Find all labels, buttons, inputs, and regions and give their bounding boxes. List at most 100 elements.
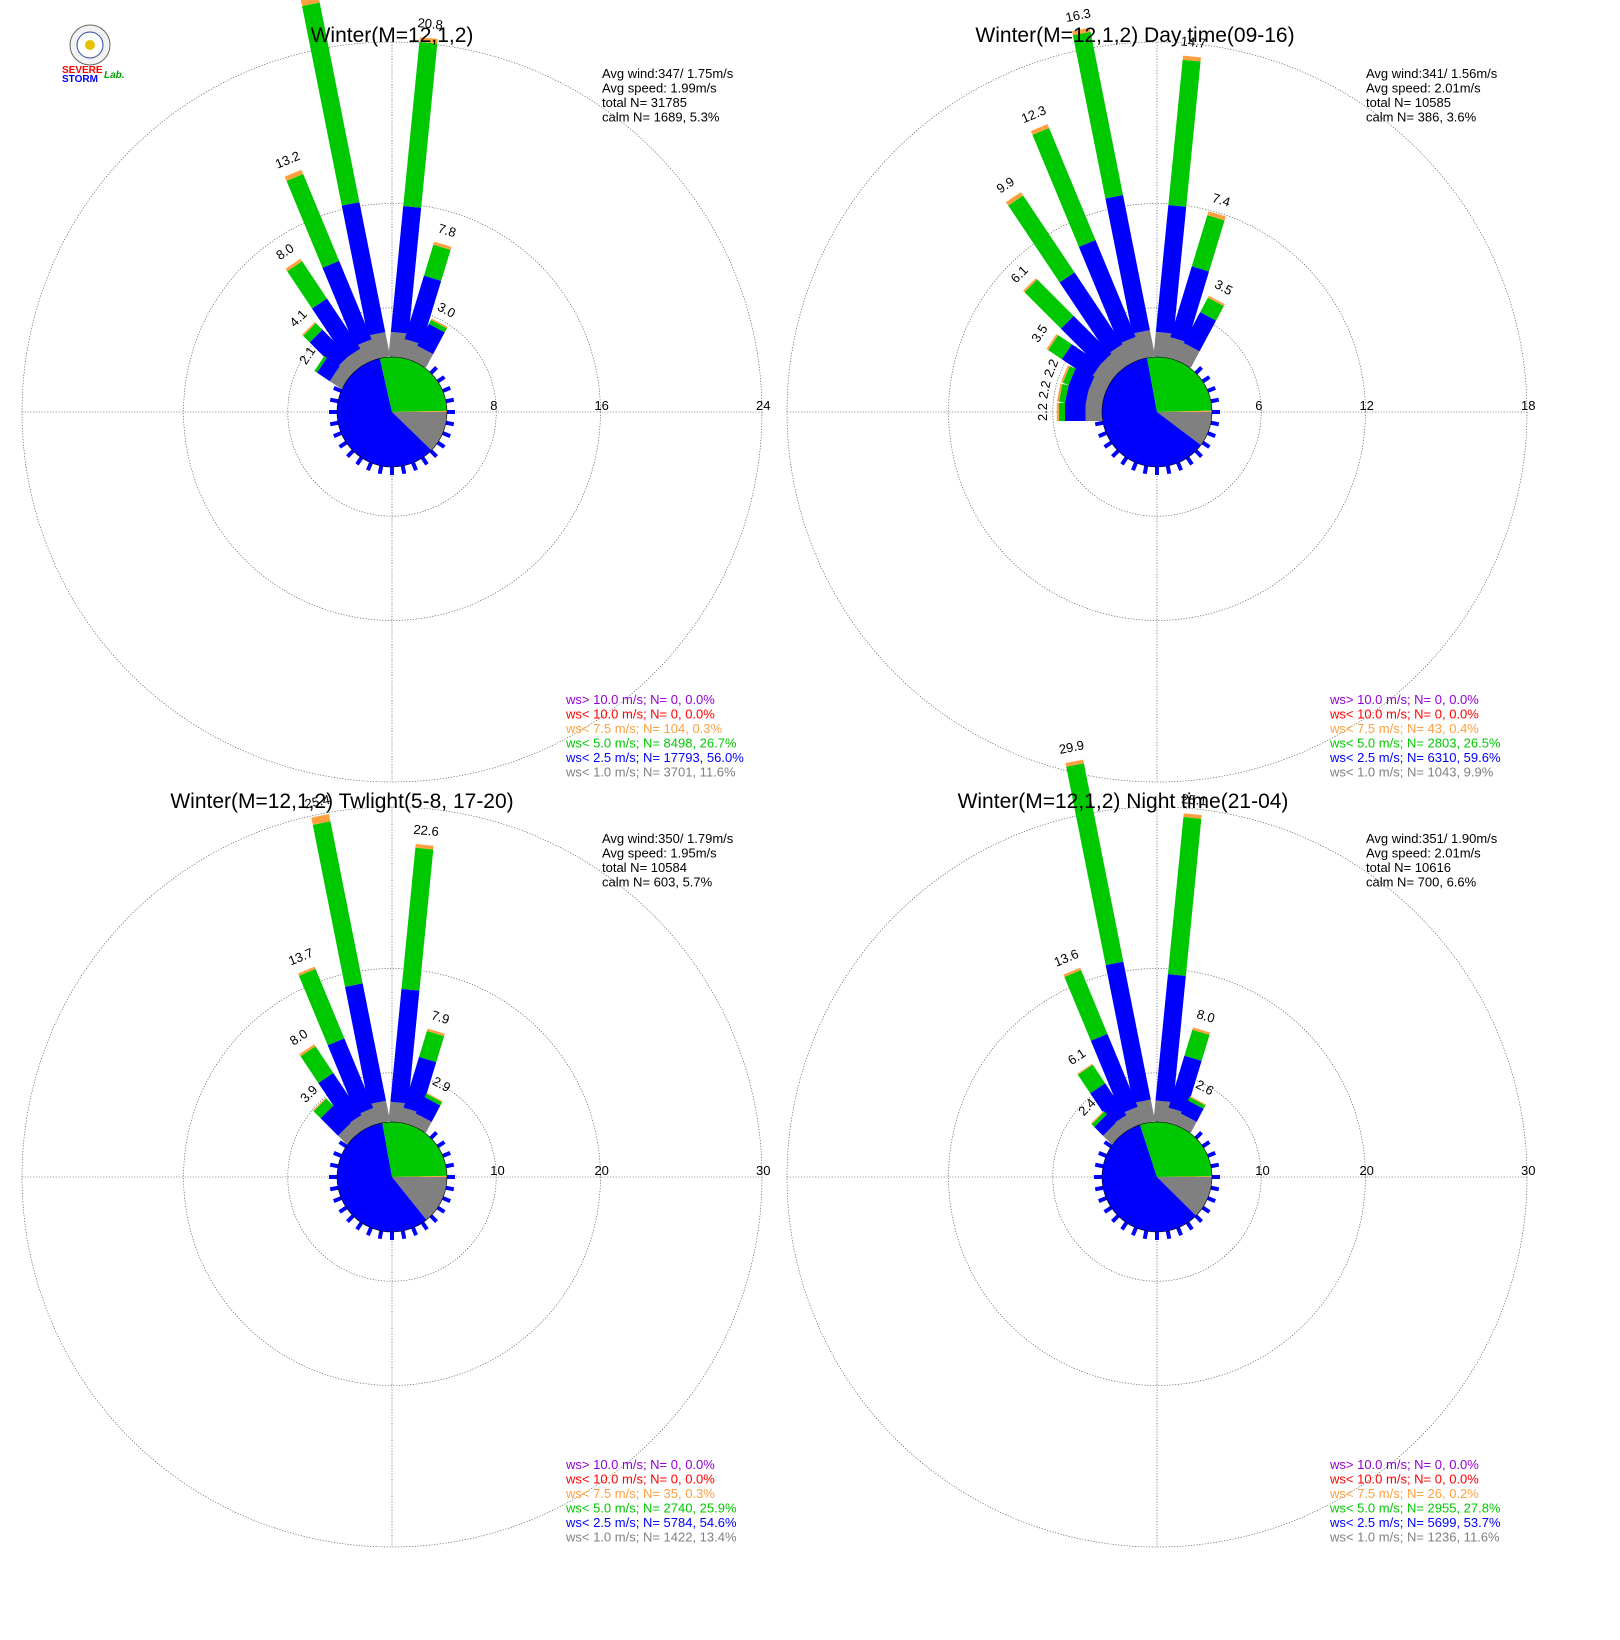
direction-bar-segment: [409, 345, 434, 368]
direction-bar-segment: [1187, 1097, 1206, 1109]
calm-pie-slice: [337, 358, 432, 467]
minor-direction-bar: [1185, 456, 1194, 466]
calm-pie-slice: [379, 357, 447, 412]
logo-emblem-star-icon: [85, 40, 95, 50]
direction-bar-segment: [1060, 315, 1112, 367]
direction-bar-segment: [303, 323, 323, 343]
legend-entry: ws< 2.5 m/s; N= 17793, 56.0%: [565, 750, 744, 765]
minor-direction-bar: [1103, 1140, 1113, 1149]
direction-bar-segment: [1058, 384, 1069, 403]
minor-direction-bar: [1098, 1196, 1107, 1203]
minor-direction-bar: [329, 397, 339, 404]
legend-entry: ws< 1.0 m/s; N= 3701, 11.6%: [565, 765, 736, 780]
direction-bar-segment: [329, 366, 352, 389]
legend-entry: ws< 10.0 m/s; N= 0, 0.0%: [565, 707, 715, 722]
minor-direction-bar: [1201, 1140, 1211, 1149]
tick-label: 20: [1359, 1163, 1373, 1178]
minor-direction-bar: [1210, 397, 1220, 404]
direction-bar-segment: [1174, 342, 1200, 368]
bar-value-label: 7.4: [1211, 190, 1233, 210]
minor-direction-bar: [1194, 1214, 1203, 1223]
bar-value-label: 22.6: [413, 822, 440, 839]
direction-bar-segment: [428, 319, 447, 333]
calm-pie-slice: [392, 1177, 447, 1220]
bar-value-label: 8.0: [273, 240, 296, 263]
direction-bar-segment: [1064, 970, 1108, 1041]
tick-label: 24: [756, 398, 770, 413]
minor-direction-bar: [400, 465, 407, 475]
direction-bar-segment: [285, 258, 303, 272]
direction-bar-segment: [1098, 353, 1125, 380]
chart-title: Winter(M=12,1,2): [311, 24, 474, 47]
direction-bar-segment: [1085, 389, 1105, 411]
bar-value-label: 6.1: [1065, 1045, 1088, 1068]
legend-entry: ws< 7.5 m/s; N= 26, 0.2%: [1329, 1486, 1479, 1501]
windrose-panel-4: 10 20 3029.925.113.68.06.12.62.4Winter(M=1…: [786, 737, 1535, 1548]
direction-bar-segment: [1168, 1055, 1202, 1113]
minor-direction-bar: [1210, 1185, 1220, 1192]
legend-entry: ws< 5.0 m/s; N= 8498, 26.7%: [565, 736, 737, 751]
direction-bar-segment: [426, 1028, 445, 1037]
minor-direction-bar: [366, 462, 373, 471]
direction-bar-segment: [1046, 333, 1059, 351]
direction-bar-segment: [1200, 297, 1224, 321]
bar-value-label: 6.1: [1007, 262, 1030, 285]
legend-entry: ws< 5.0 m/s; N= 2955, 27.8%: [1329, 1501, 1501, 1516]
bar-value-label: 3.0: [435, 299, 458, 321]
direction-bar-segment: [1111, 1114, 1134, 1137]
direction-bar-segment: [1153, 331, 1174, 359]
minor-direction-bar: [1201, 375, 1211, 384]
logo-text-severe: SEVERE: [62, 65, 103, 76]
direction-bar-segment: [1030, 124, 1050, 135]
stat-line: total N= 10616: [1366, 860, 1451, 875]
minor-direction-bar: [429, 366, 438, 375]
direction-bar-segment: [1063, 967, 1082, 977]
minor-direction-bar: [1207, 431, 1216, 438]
direction-bar-segment: [298, 968, 345, 1046]
bar-value-label: 14.7: [1180, 33, 1207, 50]
bar-value-label: 7.8: [436, 221, 458, 241]
direction-bar-segment: [1065, 385, 1089, 407]
calm-circle: [336, 356, 448, 468]
direction-bar-segment: [1192, 1027, 1211, 1035]
minor-direction-bar: [1131, 462, 1138, 471]
minor-direction-bar: [1103, 1205, 1113, 1214]
bar-value-label: 3.5: [1028, 322, 1051, 345]
direction-bar-segment: [1174, 1113, 1197, 1133]
minor-direction-bar: [366, 1227, 373, 1236]
tick-label: 18: [1521, 398, 1535, 413]
minor-direction-bar: [436, 1205, 446, 1214]
direction-bar-segment: [312, 1097, 327, 1112]
direction-bar-segment: [1062, 366, 1076, 386]
direction-bar-segment: [415, 1097, 441, 1122]
stat-line: Avg speed: 1.95m/s: [602, 846, 717, 861]
stat-line: calm N= 1689, 5.3%: [602, 110, 720, 125]
bar-value-label: 2.9: [430, 1073, 453, 1095]
direction-bar-segment: [356, 1107, 380, 1130]
tick-label: 8: [490, 398, 497, 413]
direction-bar-segment: [1105, 961, 1151, 1104]
minor-direction-bar: [377, 1230, 384, 1240]
minor-direction-bar: [436, 1140, 446, 1149]
direction-bar-segment: [403, 1056, 437, 1113]
stat-line: total N= 10585: [1366, 95, 1451, 110]
calm-circle: [1101, 356, 1213, 468]
minor-direction-bar: [442, 1196, 451, 1203]
legend-entry: ws< 1.0 m/s; N= 1422, 13.4%: [565, 1530, 737, 1545]
direction-bar-segment: [419, 1030, 445, 1063]
grid-ring: [948, 968, 1366, 1386]
chart-title: Winter(M=12,1,2) Day time(09-16): [975, 24, 1294, 47]
direction-bar-segment: [1077, 1063, 1093, 1075]
direction-bar-segment: [338, 1123, 360, 1145]
bar-value-label: 20.8: [417, 15, 444, 32]
windrose-panel-3: 10 20 30 25.4 22.6 13.7 8.0 7.9 3.9 2.9 Winter(M=1…: [21, 790, 770, 1548]
legend-entry: ws> 10.0 m/s; N= 0, 0.0%: [565, 692, 715, 707]
bar-value-label: 29.9: [1058, 737, 1086, 757]
minor-direction-bar: [1194, 366, 1203, 375]
minor-direction-bar: [1111, 449, 1120, 458]
direction-bar-segment: [313, 1098, 334, 1119]
direction-bar-segment: [318, 1072, 362, 1125]
direction-bar-segment: [322, 260, 372, 347]
grid-ring: [948, 203, 1366, 621]
minor-direction-bar: [1098, 431, 1107, 438]
